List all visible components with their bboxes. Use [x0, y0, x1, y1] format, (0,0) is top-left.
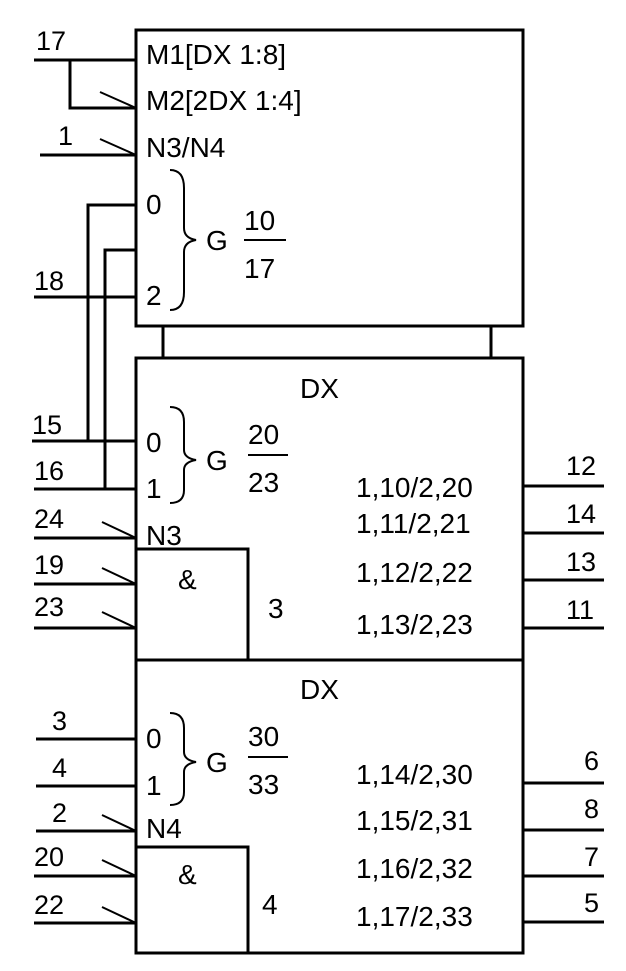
dx1-output-label: 1,12/2,22: [356, 557, 473, 588]
pin-2: 2: [52, 798, 67, 828]
mode1-label: M1[DX 1:8]: [146, 39, 286, 70]
control-g-input-0: 0: [146, 189, 162, 220]
control-g-input-2: 2: [146, 280, 162, 311]
pin-5: 5: [584, 888, 599, 918]
m2-dynamic-indicator: [99, 91, 137, 109]
pin-13: 13: [566, 547, 596, 577]
bus-wire-g1: [103, 248, 136, 489]
pin-12: 12: [566, 451, 596, 481]
control-brace: [169, 169, 197, 311]
pin-7: 7: [584, 842, 599, 872]
control-g-label: G: [206, 225, 228, 256]
dx2-input-0: 0: [146, 723, 162, 754]
bus-wire-g0: [86, 203, 136, 441]
pin-22: 22: [34, 890, 64, 920]
dx2-brace: [169, 712, 197, 806]
pin-24-dynamic-indicator: [101, 521, 137, 539]
dx1-output-label: 1,11/2,21: [356, 508, 471, 539]
pin-20-dynamic-indicator: [101, 859, 137, 877]
pin-14: 14: [566, 499, 596, 529]
dx1-g-numerator: 20: [248, 419, 279, 450]
pin-19-dynamic-indicator: [101, 567, 137, 585]
pin-24: 24: [34, 504, 64, 534]
dx-block-1-title: DX: [300, 373, 339, 404]
pin-11: 11: [566, 595, 594, 625]
dx2-and-gate: [134, 845, 250, 955]
dx2-g-denominator: 33: [248, 769, 279, 800]
dx2-and-ref: 4: [262, 889, 278, 920]
pin-15: 15: [32, 410, 62, 440]
pin-23: 23: [34, 592, 64, 622]
dx1-and-ref: 3: [268, 593, 284, 624]
dx2-output-label: 1,15/2,31: [356, 805, 473, 836]
dx1-g-label: G: [206, 445, 228, 476]
dx1-input-0: 0: [146, 427, 162, 458]
control-g-numerator: 10: [244, 205, 275, 236]
dx1-and-symbol: &: [178, 564, 197, 595]
dx1-brace: [169, 406, 197, 504]
pin-22-dynamic-indicator: [101, 906, 137, 924]
n3-n4-label: N3/N4: [146, 132, 225, 163]
mode2-label: M2[2DX 1:4]: [146, 85, 302, 116]
control-g-denominator: 17: [244, 253, 275, 284]
pin-17-branch: [68, 60, 136, 110]
control-block: M1[DX 1:8] M2[2DX 1:4] N3/N4 0 2 G 10 17…: [34, 26, 525, 358]
dx1-enable-label: N3: [146, 520, 182, 551]
dx2-input-1: 1: [146, 770, 162, 801]
pin-1: 1: [58, 121, 73, 151]
dx-block-1: DX 0 1 G 20 23 N3 & 3 1,10/2,20 1,11/2,2…: [32, 356, 604, 662]
pin-19: 19: [34, 550, 64, 580]
pin-3: 3: [52, 706, 67, 736]
pin-20: 20: [34, 842, 64, 872]
dx1-input-1: 1: [146, 473, 162, 504]
pin-18: 18: [34, 266, 64, 296]
pin-17: 17: [36, 26, 66, 56]
pin-16: 16: [34, 456, 64, 486]
dx2-enable-label: N4: [146, 813, 182, 844]
dx2-g-numerator: 30: [248, 721, 279, 752]
control-block-frame: [134, 28, 525, 328]
dx2-output-label: 1,16/2,32: [356, 853, 473, 884]
pin-6: 6: [584, 746, 599, 776]
dx1-output-label: 1,13/2,23: [356, 609, 473, 640]
dx-block-2-title: DX: [300, 674, 339, 705]
n3-n4-dynamic-indicator: [99, 138, 137, 156]
dx-block-2: DX 0 1 G 30 33 N4 & 4 1,14/2,30 1,15/2,3…: [34, 658, 604, 955]
pin-23-dynamic-indicator: [101, 611, 137, 629]
pin-4: 4: [52, 753, 67, 783]
dx2-output-label: 1,14/2,30: [356, 759, 473, 790]
pin-2-dynamic-indicator: [101, 814, 137, 832]
dx1-g-denominator: 23: [248, 467, 279, 498]
dx2-and-symbol: &: [178, 859, 197, 890]
dx2-g-label: G: [206, 747, 228, 778]
dx2-output-label: 1,17/2,33: [356, 901, 473, 932]
dx1-output-label: 1,10/2,20: [356, 472, 473, 503]
pin-8: 8: [584, 794, 599, 824]
